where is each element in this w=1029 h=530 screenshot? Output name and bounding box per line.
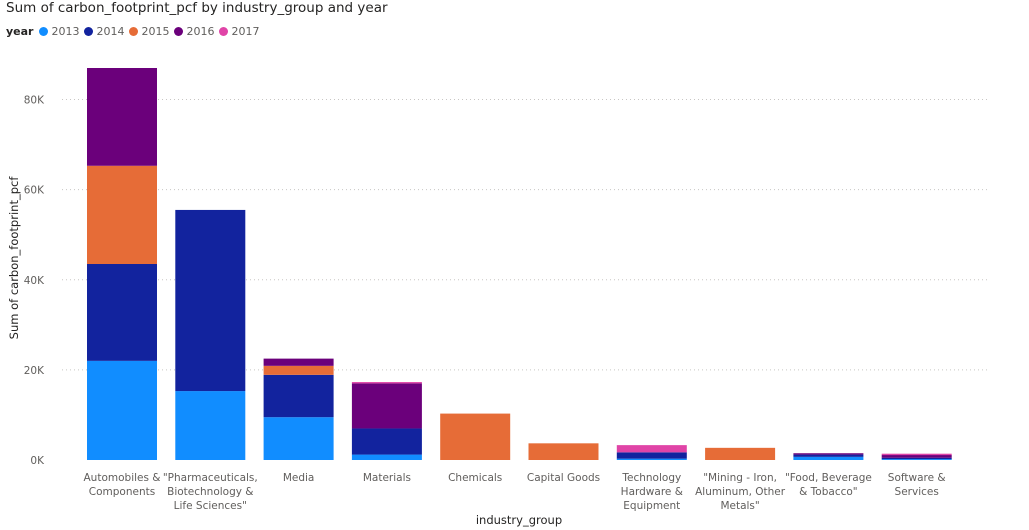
y-tick-label: 80K xyxy=(24,95,45,107)
legend-label: 2015 xyxy=(141,25,170,38)
bar-segment xyxy=(528,443,599,460)
bar-segment xyxy=(793,454,864,457)
bar-segment xyxy=(87,68,157,166)
chart-title: Sum of carbon_footprint_pcf by industry_… xyxy=(6,0,388,16)
legend-dot-icon xyxy=(174,27,184,36)
x-tick-label: Software & Services xyxy=(888,472,946,498)
bar-segment xyxy=(881,453,952,456)
bar-segment xyxy=(351,428,422,455)
bar-segment xyxy=(87,165,157,264)
y-tick-label: 0K xyxy=(30,455,45,467)
y-tick-label: 20K xyxy=(24,365,45,377)
bar-segment xyxy=(351,454,422,460)
bar-segment xyxy=(87,360,157,460)
bar-segment xyxy=(175,391,246,460)
x-tick-label: Chemicals xyxy=(448,472,502,484)
legend-item-2017[interactable]: 2017 xyxy=(219,25,259,38)
x-tick-label: Technology Hardware & Equipment xyxy=(621,472,683,512)
bar-segment xyxy=(616,445,687,453)
bar-segment xyxy=(87,264,157,361)
legend-dot-icon xyxy=(219,27,229,36)
legend-item-2014[interactable]: 2014 xyxy=(84,25,124,38)
bar-segment xyxy=(881,457,952,460)
bar-segment xyxy=(793,453,864,455)
legend-dot-icon xyxy=(39,27,49,36)
x-tick-label: Materials xyxy=(363,472,411,484)
bar-segment xyxy=(793,456,864,460)
bar-segment xyxy=(351,383,422,429)
legend-label: 2016 xyxy=(186,25,215,38)
bar-segment xyxy=(616,458,687,460)
bar-segment xyxy=(881,455,952,458)
x-tick-label: "Food, Beverage & Tobacco" xyxy=(785,472,872,498)
bar-segment xyxy=(263,358,334,366)
legend-dot-icon xyxy=(129,27,139,36)
bar-segment xyxy=(263,365,334,375)
x-tick-label: Media xyxy=(283,472,315,484)
legend-label: 2017 xyxy=(231,25,260,38)
y-tick-label: 40K xyxy=(24,275,45,287)
legend: year 2013 2014 2015 2016 2017 xyxy=(6,25,264,38)
bar-segment xyxy=(705,447,776,460)
y-axis-title: Sum of carbon_footprint_pcf xyxy=(7,176,21,340)
x-tick-label: "Pharmaceuticals, Biotechnology & Life Sci… xyxy=(163,472,258,512)
y-tick-label: 60K xyxy=(24,185,45,197)
legend-label: 2014 xyxy=(96,25,125,38)
x-tick-label: "Mining - Iron, Aluminum, Other Metals" xyxy=(695,472,786,512)
bar-segment xyxy=(440,413,511,460)
legend-item-2016[interactable]: 2016 xyxy=(174,25,214,38)
bar-segment xyxy=(263,417,334,460)
x-tick-label: Automobiles & Components xyxy=(84,472,161,498)
legend-items: 2013 2014 2015 2016 2017 xyxy=(39,25,264,38)
legend-item-2013[interactable]: 2013 xyxy=(39,25,79,38)
bar-segment xyxy=(175,209,246,392)
legend-dot-icon xyxy=(84,27,94,36)
x-axis-title: industry_group xyxy=(476,513,562,527)
bar-segment xyxy=(351,382,422,384)
legend-label: 2013 xyxy=(51,25,80,38)
x-tick-label: Capital Goods xyxy=(527,472,600,484)
bar-segment xyxy=(881,459,952,460)
bar-segment xyxy=(263,374,334,418)
legend-title: year xyxy=(6,25,34,38)
bar-segment xyxy=(616,452,687,459)
legend-item-2015[interactable]: 2015 xyxy=(129,25,169,38)
